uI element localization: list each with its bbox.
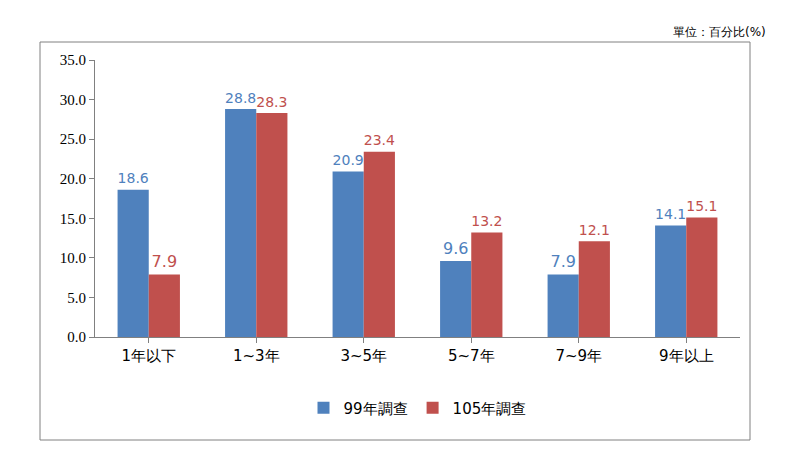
svg-text:30.0: 30.0: [60, 92, 86, 108]
svg-text:25.0: 25.0: [60, 131, 86, 147]
svg-text:單位：百分比(%): 單位：百分比(%): [673, 25, 766, 39]
svg-text:0.0: 0.0: [67, 329, 86, 345]
svg-text:1~3年: 1~3年: [233, 347, 280, 365]
svg-text:9.6: 9.6: [443, 239, 468, 258]
svg-text:20.0: 20.0: [60, 171, 86, 187]
svg-text:12.1: 12.1: [579, 222, 610, 238]
svg-text:7~9年: 7~9年: [555, 347, 602, 365]
svg-text:3~5年: 3~5年: [340, 347, 387, 365]
svg-text:5~7年: 5~7年: [448, 347, 495, 365]
svg-text:10.0: 10.0: [60, 250, 86, 266]
svg-text:15.0: 15.0: [60, 211, 86, 227]
svg-text:7.9: 7.9: [550, 252, 575, 271]
svg-text:23.4: 23.4: [364, 132, 395, 148]
svg-text:9年以上: 9年以上: [659, 347, 714, 365]
svg-text:7.9: 7.9: [152, 252, 177, 271]
svg-text:13.2: 13.2: [471, 213, 502, 229]
svg-text:28.8: 28.8: [225, 90, 256, 106]
svg-text:105年調查: 105年調查: [453, 400, 527, 418]
svg-text:14.1: 14.1: [655, 206, 686, 222]
svg-text:18.6: 18.6: [118, 170, 149, 186]
svg-text:15.1: 15.1: [686, 198, 717, 214]
svg-text:1年以下: 1年以下: [121, 347, 176, 365]
svg-text:99年調查: 99年調查: [344, 400, 408, 418]
svg-text:5.0: 5.0: [67, 290, 86, 306]
svg-text:20.9: 20.9: [333, 152, 364, 168]
svg-text:35.0: 35.0: [60, 52, 86, 68]
svg-text:28.3: 28.3: [256, 94, 287, 110]
